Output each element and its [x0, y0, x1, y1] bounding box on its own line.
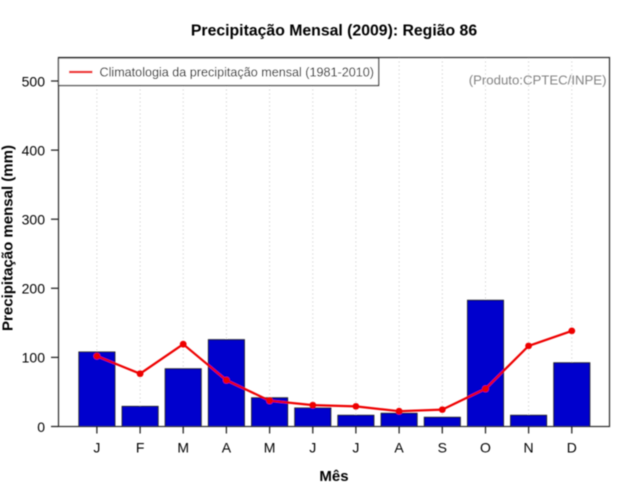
svg-text:J: J [93, 439, 100, 455]
svg-text:M: M [264, 439, 276, 455]
svg-text:300: 300 [22, 212, 46, 228]
svg-text:400: 400 [22, 142, 46, 158]
svg-text:A: A [394, 439, 404, 455]
svg-text:S: S [438, 439, 447, 455]
svg-text:200: 200 [22, 281, 46, 297]
svg-text:M: M [177, 439, 189, 455]
svg-text:A: A [222, 439, 232, 455]
svg-text:N: N [524, 439, 534, 455]
svg-text:J: J [352, 439, 359, 455]
svg-text:0: 0 [37, 419, 45, 435]
svg-text:100: 100 [22, 350, 46, 366]
svg-text:Mês: Mês [319, 468, 348, 485]
svg-text:J: J [309, 439, 316, 455]
svg-text:Precipitação Mensal (2009): Re: Precipitação Mensal (2009): Região 86 [191, 23, 477, 40]
svg-text:Precipitação mensal (mm): Precipitação mensal (mm) [0, 145, 17, 331]
svg-text:500: 500 [22, 73, 46, 89]
svg-text:O: O [480, 439, 491, 455]
svg-text:F: F [136, 439, 145, 455]
svg-text:Climatologia da precipitação m: Climatologia da precipitação mensal (198… [100, 66, 374, 80]
svg-text:(Produto:CPTEC/INPE): (Produto:CPTEC/INPE) [469, 73, 607, 88]
svg-text:D: D [567, 439, 577, 455]
